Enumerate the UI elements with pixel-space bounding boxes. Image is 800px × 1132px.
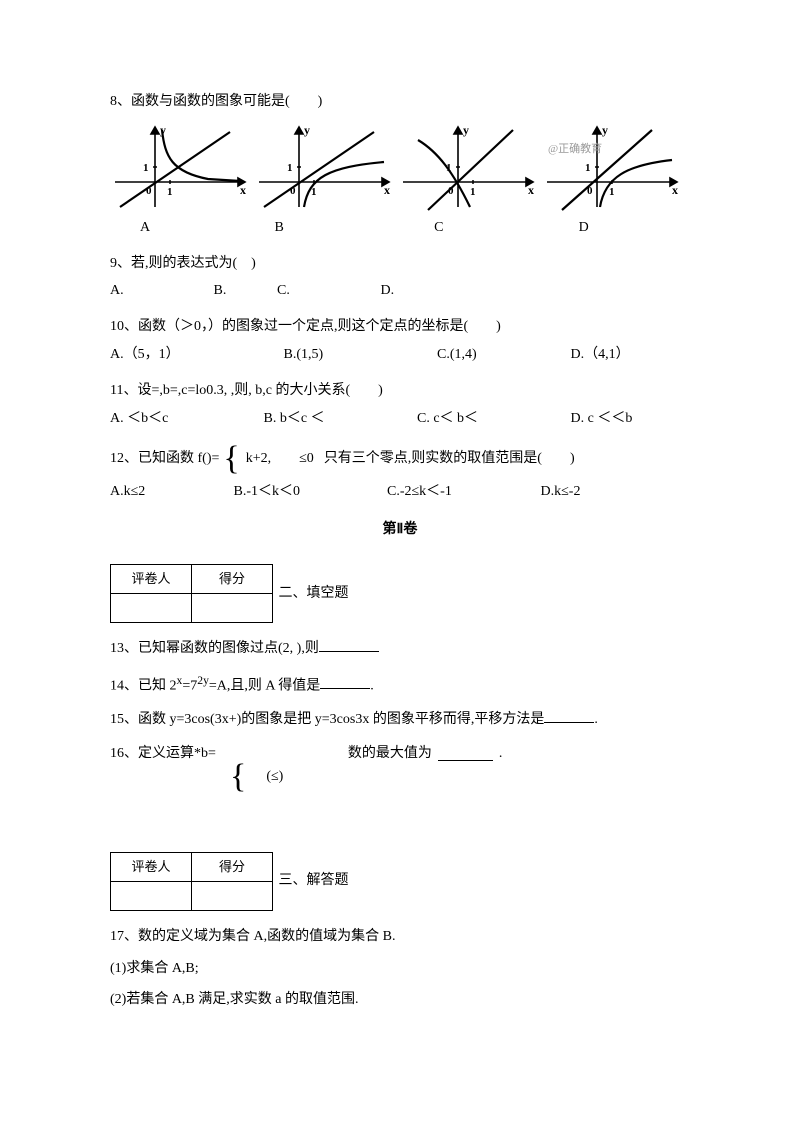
q16-pre: 16、定义运算*b= [110, 742, 216, 766]
question-8: 8、函数与函数的图象可能是( ) y x 0 1 1 [110, 90, 690, 240]
q17-l3: (2)若集合 A,B 满足,求实数 a 的取值范围. [110, 988, 690, 1012]
q12-c: C.-2≤k＜-1 [387, 480, 537, 504]
q12-options: A.k≤2 B.-1＜k＜0 C.-2≤k＜-1 D.k≤-2 [110, 480, 690, 504]
blank-15 [544, 708, 594, 723]
graph-b: y x 0 1 1 [254, 122, 394, 212]
svg-text:1: 1 [287, 162, 293, 174]
q11-a: A. ＜b＜c [110, 407, 260, 431]
q14-post: . [370, 678, 374, 693]
q12-b: B.-1＜k＜0 [234, 480, 384, 504]
q10-a: A.（5，1） [110, 343, 280, 367]
q12-prefix: 12、已知函数 f()= [110, 447, 219, 471]
label-d: D [569, 216, 690, 240]
q11-options: A. ＜b＜c B. b＜c ＜ C. c＜ b＜ D. c ＜＜b [110, 407, 690, 431]
q12-a: A.k≤2 [110, 480, 230, 504]
brace-icon: { [223, 442, 239, 476]
question-9: 9、若,则的表达式为( ) A. B. C. D. [110, 252, 690, 304]
question-13: 13、已知幂函数的图像过点(2, ),则 [110, 637, 690, 661]
blank-14 [320, 674, 370, 689]
svg-text:1: 1 [609, 186, 615, 198]
q16-tail: 数的最大值为 [348, 742, 432, 766]
q10-text: 10、函数（＞0，）的图象过一个定点,则这个定点的坐标是( ) [110, 315, 690, 339]
blank-16 [438, 746, 493, 761]
score2-blank2 [192, 881, 273, 910]
q17-l2: (1)求集合 A,B; [110, 957, 690, 981]
svg-text:y: y [463, 123, 469, 137]
graph-a: y x 0 1 1 [110, 122, 250, 212]
svg-text:1: 1 [143, 162, 149, 174]
label-c: C [409, 216, 569, 240]
score2-blank1 [111, 881, 192, 910]
score-blank1 [111, 593, 192, 622]
q10-b: B.(1,5) [284, 343, 434, 367]
ans-title: 三、解答题 [279, 869, 349, 893]
svg-text:x: x [672, 183, 678, 197]
question-17: 17、数的定义域为集合 A,函数的值域为集合 B. (1)求集合 A,B; (2… [110, 925, 690, 1012]
q9-options: A. B. C. D. [110, 279, 690, 303]
score-table: 评卷人得分 [110, 564, 273, 623]
q11-b: B. b＜c ＜ [264, 407, 414, 431]
svg-text:1: 1 [470, 186, 476, 198]
score-c1: 评卷人 [111, 564, 192, 593]
svg-text:x: x [384, 183, 390, 197]
svg-text:1: 1 [585, 162, 591, 174]
q10-options: A.（5，1） B.(1,5) C.(1,4) D.（4,1） [110, 343, 690, 367]
brace-icon-2: { [230, 760, 246, 794]
question-10: 10、函数（＞0，）的图象过一个定点,则这个定点的坐标是( ) A.（5，1） … [110, 315, 690, 367]
q14-mid1: =7 [182, 678, 197, 693]
q10-c: C.(1,4) [437, 343, 567, 367]
score-c2: 得分 [192, 564, 273, 593]
q11-d: D. c ＜＜b [571, 407, 633, 431]
q12-d: D.k≤-2 [541, 480, 581, 504]
graph-c: y x 0 1 1 [398, 122, 538, 212]
q12-suffix: 只有三个零点,则实数的取值范围是( ) [324, 447, 575, 471]
q14-pre: 14、已知 2 [110, 678, 177, 693]
question-14: 14、已知 2x=72y=A,且,则 A 得值是. [110, 671, 690, 698]
question-12: 12、已知函数 f()= { k+2, ≤0 只有三个零点,则实数的取值范围是(… [110, 442, 690, 504]
q11-text: 11、设=,b=,c=lo0.3, ,则, b,c 的大小关系( ) [110, 379, 690, 403]
q9-a: A. [110, 279, 210, 303]
question-16: 16、定义运算*b= 数的最大值为. { (≤) [110, 742, 690, 794]
score2-c1: 评卷人 [111, 852, 192, 881]
question-15: 15、函数 y=3cos(3x+)的图象是把 y=3cos3x 的图象平移而得,… [110, 708, 690, 732]
label-b: B [275, 216, 410, 240]
q11-c: C. c＜ b＜ [417, 407, 567, 431]
q8-text: 8、函数与函数的图象可能是( ) [110, 90, 690, 114]
q15-post: . [594, 712, 598, 727]
svg-text:x: x [528, 183, 534, 197]
q13-text: 13、已知幂函数的图像过点(2, ),则 [110, 641, 319, 656]
graph-d: y x 0 1 1 [542, 122, 682, 212]
q14-mid2: =A,且,则 A 得值是 [209, 678, 320, 693]
q8-graphs: y x 0 1 1 y x 0 1 1 [110, 122, 690, 212]
watermark: @正确教育 [548, 140, 602, 159]
answer-section-header: 评卷人得分 三、解答题 [110, 844, 690, 919]
svg-text:x: x [240, 183, 246, 197]
q9-text: 9、若,则的表达式为( ) [110, 252, 690, 276]
label-a: A [110, 216, 275, 240]
q10-d: D.（4,1） [571, 343, 630, 367]
score-blank2 [192, 593, 273, 622]
question-11: 11、设=,b=,c=lo0.3, ,则, b,c 的大小关系( ) A. ＜b… [110, 379, 690, 431]
svg-text:1: 1 [167, 186, 173, 198]
svg-text:y: y [304, 123, 310, 137]
score-table-2: 评卷人得分 [110, 852, 273, 911]
q15-pre: 15、函数 y=3cos(3x+)的图象是把 y=3cos3x 的图象平移而得,… [110, 712, 544, 727]
q9-c: C. [277, 279, 377, 303]
q9-b: B. [214, 279, 274, 303]
q16-mid: (≤) [246, 765, 283, 789]
q12-mid: k+2, ≤0 [240, 447, 320, 471]
fill-section-header: 评卷人得分 二、填空题 [110, 556, 690, 631]
score2-c2: 得分 [192, 852, 273, 881]
q16-post: . [499, 742, 503, 766]
blank-13 [319, 637, 379, 652]
q8-graph-labels: A B C D [110, 216, 690, 240]
section-2-title: 第Ⅱ卷 [110, 518, 690, 542]
fill-title: 二、填空题 [279, 582, 349, 606]
svg-text:y: y [602, 123, 608, 137]
q14-exp2: 2y [197, 674, 209, 687]
q17-l1: 17、数的定义域为集合 A,函数的值域为集合 B. [110, 925, 690, 949]
q9-d: D. [381, 279, 395, 303]
